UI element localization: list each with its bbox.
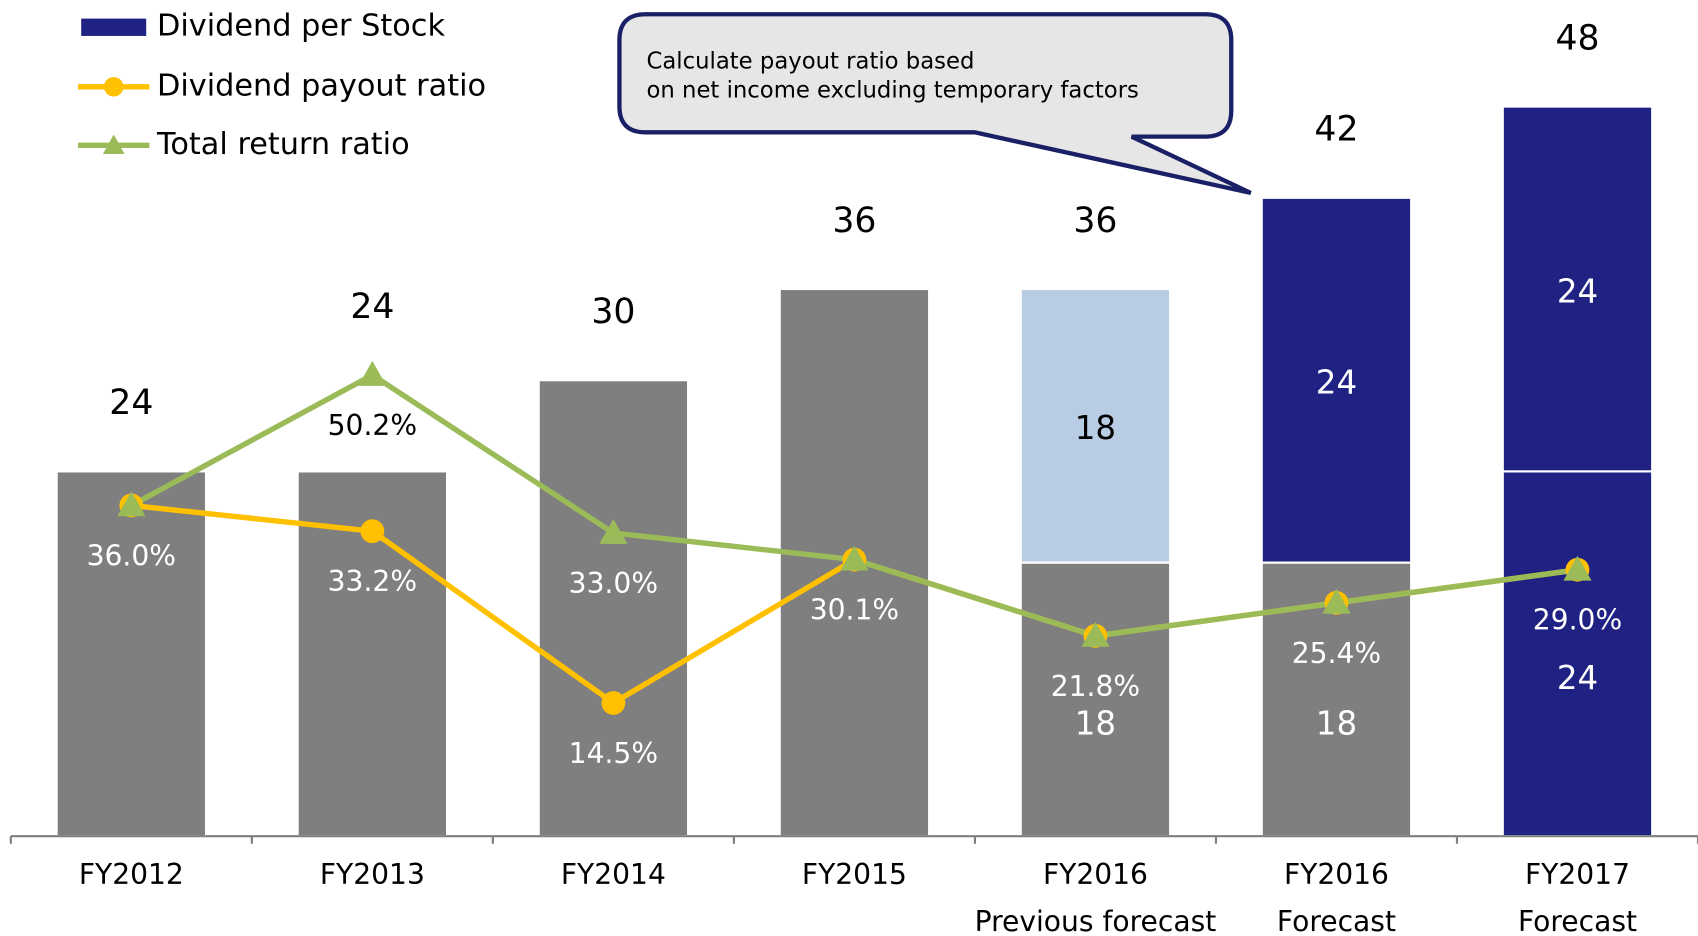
point: [840, 545, 869, 571]
callout-text: on net income excluding temporary factor…: [646, 78, 1138, 104]
segment-label: 24: [1557, 659, 1598, 697]
point-label: 33.0%: [569, 567, 658, 600]
callout-text: Calculate payout ratio based: [646, 48, 974, 74]
segment-label: 24: [1557, 272, 1598, 310]
x-tick-label: FY2017: [1525, 858, 1630, 891]
legend-swatch: [81, 18, 147, 36]
bar-segment: [537, 379, 690, 838]
total-label: 24: [350, 287, 394, 327]
bar-segment: [55, 470, 208, 838]
point: [601, 691, 626, 715]
bar-segment: [1019, 561, 1172, 838]
bar-segment: [1260, 196, 1413, 564]
x-tick-sublabel: Previous forecast: [975, 905, 1217, 936]
total-label: 30: [591, 292, 635, 332]
total-label: 42: [1314, 110, 1358, 150]
x-tick-label: FY2016: [1284, 858, 1389, 891]
legend-label: Dividend payout ratio: [157, 68, 486, 103]
bar-segment: [1019, 287, 1172, 564]
point-label: 36.0%: [87, 539, 176, 572]
x-tick-label: FY2015: [802, 858, 907, 891]
point-label: 29.0%: [1533, 604, 1622, 637]
total-label: 48: [1555, 18, 1599, 58]
x-tick-label: FY2016: [1043, 858, 1148, 891]
point-label: 21.8%: [1051, 670, 1140, 703]
x-tick-label: FY2014: [561, 858, 666, 891]
legend-marker: [102, 134, 125, 154]
segment-label: 24: [1316, 364, 1357, 402]
point: [1563, 555, 1592, 581]
point-label: 50.2%: [328, 409, 417, 442]
segment-label: 18: [1075, 704, 1116, 742]
callout: [617, 12, 1252, 196]
point-label: 33.2%: [328, 565, 417, 598]
point-label: 25.4%: [1292, 637, 1381, 670]
point: [358, 360, 387, 386]
x-tick-sublabel: Forecast: [1518, 905, 1637, 936]
x-tick-sublabel: Forecast: [1277, 905, 1396, 936]
total-label: 36: [1073, 201, 1117, 241]
bar-segment: [1501, 470, 1654, 838]
point: [599, 518, 628, 544]
x-tick-label: FY2012: [79, 858, 184, 891]
total-label: 36: [832, 201, 876, 241]
point: [1322, 588, 1351, 614]
point-label: 14.5%: [569, 737, 658, 770]
legend-marker: [103, 77, 124, 97]
point: [360, 519, 385, 544]
bar-segment: [1501, 105, 1654, 473]
total-label: 24: [109, 383, 153, 423]
legend-label: Dividend per Stock: [157, 9, 445, 44]
segment-label: 18: [1075, 409, 1116, 447]
point: [117, 491, 146, 517]
legend-label: Total return ratio: [156, 127, 410, 162]
x-tick-label: FY2013: [320, 858, 425, 891]
segment-label: 18: [1316, 704, 1357, 742]
point: [1081, 621, 1110, 647]
point-label: 30.1%: [810, 594, 899, 627]
